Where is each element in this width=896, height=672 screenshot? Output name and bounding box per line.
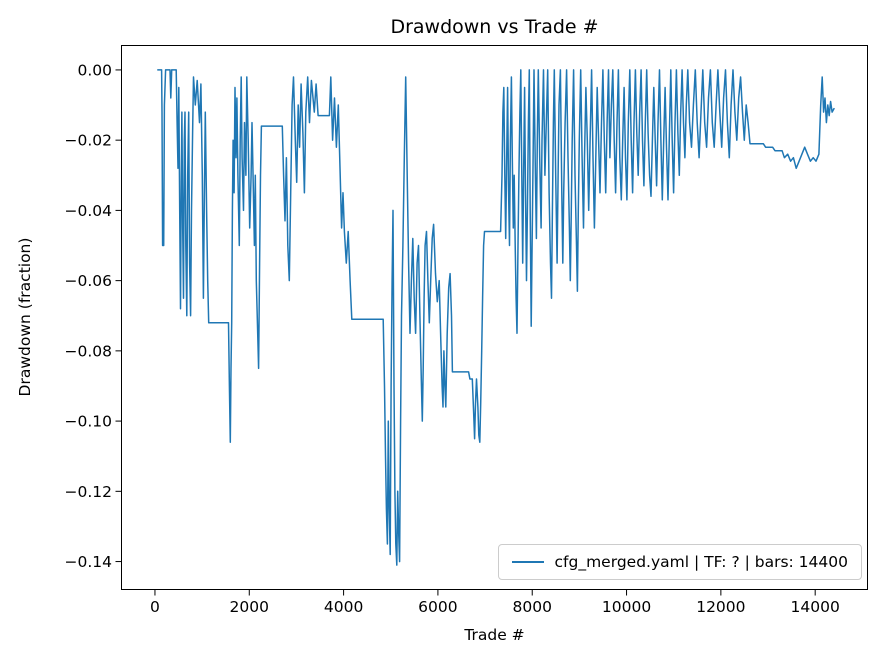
y-tick-label: −0.04 (65, 202, 113, 220)
y-tick-label: −0.14 (65, 553, 113, 571)
y-tick-label: −0.12 (65, 483, 113, 501)
y-tick-label: −0.02 (65, 132, 113, 150)
series-drawdown (157, 69, 835, 566)
y-tick-label: −0.06 (65, 272, 113, 290)
x-tick-label: 6000 (418, 598, 457, 616)
y-tick-label: 0.00 (77, 61, 112, 79)
x-tick-label: 0 (150, 598, 160, 616)
legend: cfg_merged.yaml | TF: ? | bars: 14400 (497, 544, 862, 580)
x-tick-label: 10000 (602, 598, 651, 616)
x-axis-label: Trade # (464, 626, 525, 644)
x-tick-label: 12000 (696, 598, 745, 616)
chart-title: Drawdown vs Trade # (390, 16, 599, 38)
x-tick-label: 8000 (513, 598, 552, 616)
y-tick-label: −0.10 (65, 413, 113, 431)
x-tick-label: 4000 (324, 598, 363, 616)
legend-label: cfg_merged.yaml | TF: ? | bars: 14400 (554, 553, 848, 571)
y-axis-label: Drawdown (fraction) (16, 237, 34, 397)
x-tick-label: 14000 (791, 598, 840, 616)
legend-line-sample (511, 561, 544, 563)
x-tick-label: 2000 (230, 598, 269, 616)
axes-spines (121, 45, 868, 590)
y-tick-label: −0.08 (65, 342, 113, 360)
